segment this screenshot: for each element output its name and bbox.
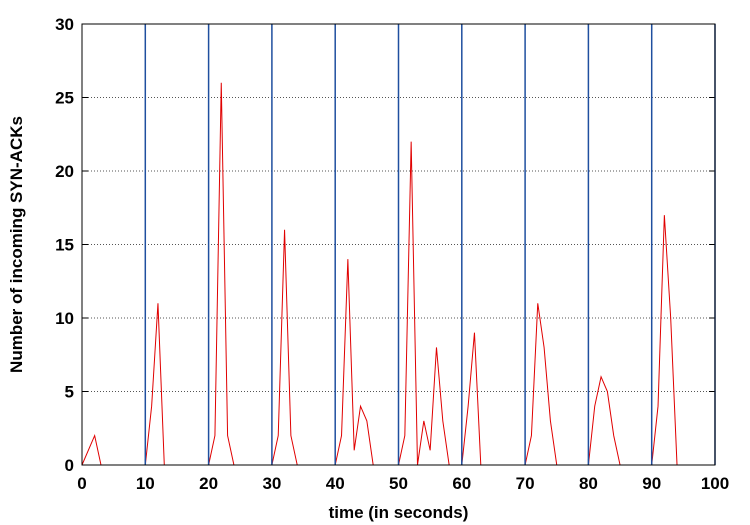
labels-layer: 0 5 10 15 20 25 30 0 10 20 30 40 50 60 70 80 90 100 (55, 15, 729, 493)
x-tick-label: 40 (326, 474, 345, 493)
x-tick-label: 20 (199, 474, 218, 493)
y-tick-label: 15 (55, 236, 74, 255)
y-tick-label: 0 (65, 456, 74, 475)
y-tick-label: 5 (65, 383, 74, 402)
x-tick-label: 70 (516, 474, 535, 493)
x-axis-title: time (in seconds) (329, 503, 469, 522)
x-tick-label: 30 (262, 474, 281, 493)
x-tick-label: 90 (642, 474, 661, 493)
y-tick-label: 10 (55, 309, 74, 328)
plot-frame (81, 23, 716, 466)
y-axis-title: Number of incoming SYN-ACKs (7, 116, 26, 373)
series-line (81, 82, 715, 466)
y-tick-label: 25 (55, 89, 74, 108)
x-tick-label: 10 (136, 474, 155, 493)
series-layer (81, 24, 716, 466)
x-tick-label: 0 (77, 474, 86, 493)
x-tick-label: 50 (389, 474, 408, 493)
x-tick-label: 100 (701, 474, 729, 493)
y-tick-label: 20 (55, 162, 74, 181)
x-tick-label: 60 (452, 474, 471, 493)
y-tick-label: 30 (55, 15, 74, 34)
grid-layer (82, 97, 715, 392)
x-tick-label: 80 (579, 474, 598, 493)
